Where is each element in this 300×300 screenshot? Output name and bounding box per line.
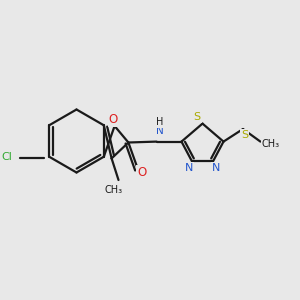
Text: N: N	[212, 163, 220, 173]
Text: Cl: Cl	[1, 152, 12, 162]
Text: CH₃: CH₃	[104, 184, 122, 195]
Text: N: N	[156, 126, 164, 136]
Text: S: S	[241, 130, 248, 140]
Text: CH₃: CH₃	[262, 139, 280, 149]
Text: N: N	[185, 163, 193, 173]
Text: O: O	[109, 113, 118, 126]
Text: S: S	[194, 112, 201, 122]
Text: O: O	[137, 166, 146, 179]
Text: H: H	[156, 117, 163, 127]
